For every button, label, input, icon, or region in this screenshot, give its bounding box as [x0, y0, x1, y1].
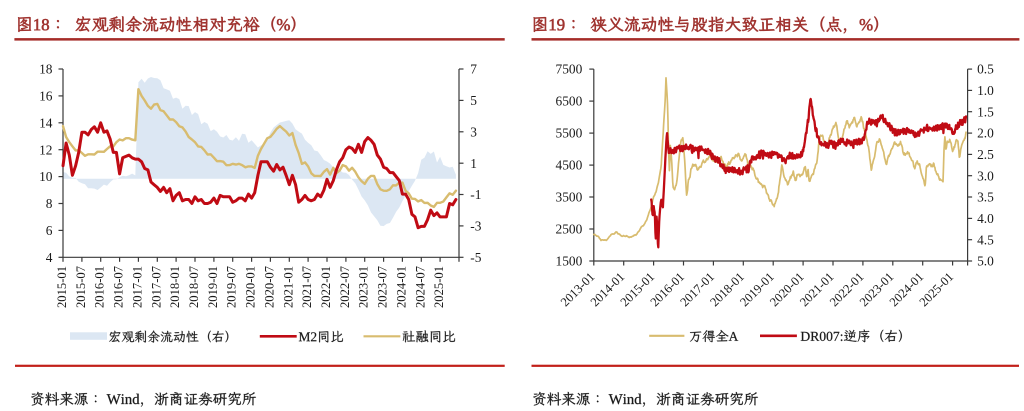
svg-text:6500: 6500 [556, 94, 583, 109]
svg-text:-1: -1 [470, 187, 481, 202]
svg-text:2.5: 2.5 [977, 147, 994, 162]
svg-text:2020-07: 2020-07 [262, 266, 276, 308]
svg-text:2023-07: 2023-07 [376, 266, 390, 308]
svg-text:14: 14 [39, 115, 53, 130]
svg-text:2016-01: 2016-01 [93, 266, 107, 308]
svg-text:6: 6 [46, 223, 53, 238]
svg-text:2023-01: 2023-01 [357, 266, 371, 308]
svg-text:1.5: 1.5 [977, 104, 994, 119]
svg-text:2022-07: 2022-07 [338, 266, 352, 308]
svg-text:4500: 4500 [556, 158, 583, 173]
svg-text:2.0: 2.0 [977, 126, 994, 141]
svg-text:2018-07: 2018-07 [187, 266, 201, 308]
svg-text:3.5: 3.5 [977, 190, 994, 205]
svg-text:5.0: 5.0 [977, 254, 994, 269]
svg-text:7: 7 [470, 62, 477, 77]
svg-text:1500: 1500 [556, 254, 583, 269]
svg-text:4: 4 [46, 250, 53, 265]
svg-text:2021-01: 2021-01 [281, 266, 295, 308]
svg-text:4.0: 4.0 [977, 211, 994, 226]
svg-text:-5: -5 [470, 250, 481, 265]
svg-text:8: 8 [46, 196, 53, 211]
svg-text:3500: 3500 [556, 190, 583, 205]
svg-text:5: 5 [470, 93, 477, 108]
svg-text:10: 10 [39, 169, 53, 184]
svg-text:2019-01: 2019-01 [206, 266, 220, 308]
svg-text:16: 16 [39, 89, 53, 104]
svg-text:2018-01: 2018-01 [168, 266, 182, 308]
svg-text:2022-01: 2022-01 [319, 266, 333, 308]
svg-text:4.5: 4.5 [977, 232, 994, 247]
svg-text:2020-01: 2020-01 [244, 266, 258, 308]
svg-text:2024-07: 2024-07 [413, 266, 427, 308]
svg-text:18: 18 [39, 62, 53, 77]
svg-text:2024-01: 2024-01 [394, 266, 408, 308]
svg-text:3: 3 [470, 124, 477, 139]
svg-text:7500: 7500 [556, 62, 583, 77]
svg-text:2500: 2500 [556, 222, 583, 237]
svg-text:12: 12 [39, 142, 52, 157]
svg-text:2021-07: 2021-07 [300, 266, 314, 308]
svg-text:2015-01: 2015-01 [55, 266, 69, 308]
svg-text:2025-01: 2025-01 [432, 266, 446, 308]
svg-text:5500: 5500 [556, 126, 583, 141]
svg-text:-3: -3 [470, 219, 481, 234]
svg-text:1.0: 1.0 [977, 83, 994, 98]
svg-text:1: 1 [470, 156, 477, 171]
svg-text:0.5: 0.5 [977, 62, 994, 77]
svg-text:2017-01: 2017-01 [130, 266, 144, 308]
svg-text:2016-07: 2016-07 [112, 266, 126, 308]
svg-text:2015-07: 2015-07 [74, 266, 88, 308]
svg-text:2017-07: 2017-07 [149, 266, 163, 308]
svg-text:2019-07: 2019-07 [225, 266, 239, 308]
svg-text:3.0: 3.0 [977, 168, 994, 183]
